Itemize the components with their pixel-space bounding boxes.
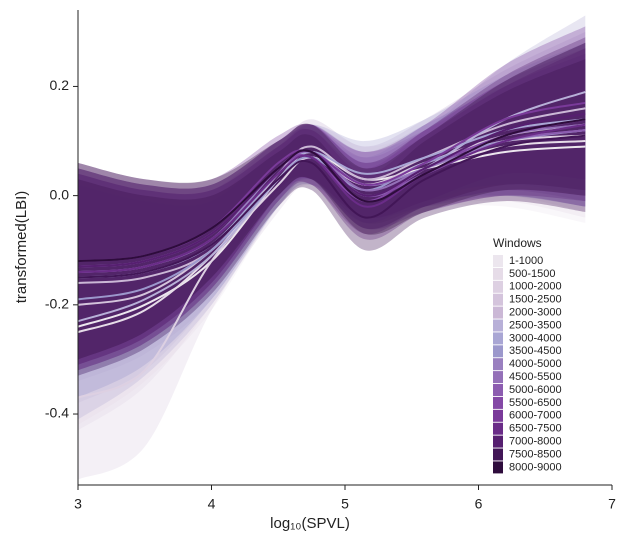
legend-label: 4000-5000 xyxy=(509,358,562,370)
ribbon xyxy=(78,53,586,398)
line xyxy=(77,118,586,263)
legend-label: 3500-4500 xyxy=(509,345,562,357)
ribbon xyxy=(78,42,586,360)
ribbon xyxy=(78,53,586,371)
legend-swatch xyxy=(493,384,503,396)
legend-label: 6000-7000 xyxy=(509,410,562,422)
ribbon xyxy=(78,48,586,365)
legend-label: 3000-4000 xyxy=(509,332,562,344)
legend-swatch xyxy=(493,332,503,345)
x-axis-title: log₁₀(SPVL) xyxy=(270,515,350,532)
legend-swatch xyxy=(493,448,503,461)
legend-swatch xyxy=(493,293,503,306)
legend-label: 5000-6000 xyxy=(509,384,562,396)
y-tick-label: 0.0 xyxy=(50,186,70,202)
legend-swatch xyxy=(493,319,503,332)
legend-swatch xyxy=(493,267,503,280)
legend-label: 2000-3000 xyxy=(509,307,562,319)
ribbon xyxy=(78,53,586,371)
ribbons xyxy=(78,15,586,480)
x-tick-label: 7 xyxy=(608,496,616,512)
x-tick-label: 3 xyxy=(74,496,82,512)
legend-swatch xyxy=(493,306,503,319)
legend-label: 6500-7500 xyxy=(509,423,562,435)
legend-swatch xyxy=(493,371,503,384)
legend-swatch xyxy=(493,255,503,267)
y-tick-label: -0.2 xyxy=(45,296,69,312)
ribbon xyxy=(78,15,586,420)
lines xyxy=(77,90,586,399)
legend-swatch xyxy=(493,396,503,409)
legend-label: 500-1500 xyxy=(509,268,556,280)
legend-label: 1500-2500 xyxy=(509,294,562,306)
ribbon xyxy=(78,48,586,404)
legend-label: 8000-9000 xyxy=(509,461,562,473)
legend-swatch xyxy=(493,409,503,422)
legend-swatch xyxy=(493,345,503,358)
y-tick-label: -0.4 xyxy=(45,405,69,421)
legend-title: Windows xyxy=(493,236,542,250)
legend-swatch xyxy=(493,461,503,474)
legend-label: 7000-8000 xyxy=(509,436,562,448)
legend-swatch xyxy=(493,422,503,435)
legend-label: 7500-8500 xyxy=(509,448,562,460)
ribbon xyxy=(78,26,586,360)
ribbon xyxy=(78,37,586,365)
y-axis-title: transformed(LBI) xyxy=(13,191,30,304)
legend-label: 4500-5500 xyxy=(509,371,562,383)
y-tick-label: 0.2 xyxy=(50,77,70,93)
legend-label: 5500-6500 xyxy=(509,397,562,409)
legend-swatch xyxy=(493,280,503,293)
legend-swatch xyxy=(493,435,503,448)
legend-label: 1-1000 xyxy=(509,255,543,267)
x-tick-label: 4 xyxy=(208,496,216,512)
legend-swatch xyxy=(493,358,503,371)
line xyxy=(77,134,586,279)
legend-label: 1000-2000 xyxy=(509,281,562,293)
ribbon xyxy=(78,42,586,365)
ribbon xyxy=(78,59,586,376)
ribbon xyxy=(78,31,586,382)
line xyxy=(77,107,586,284)
legend-label: 2500-3500 xyxy=(509,319,562,331)
x-tick-label: 5 xyxy=(341,496,349,512)
ribbon xyxy=(78,48,586,371)
line xyxy=(77,123,586,274)
ribbon xyxy=(78,42,586,376)
x-tick-label: 6 xyxy=(475,496,483,512)
